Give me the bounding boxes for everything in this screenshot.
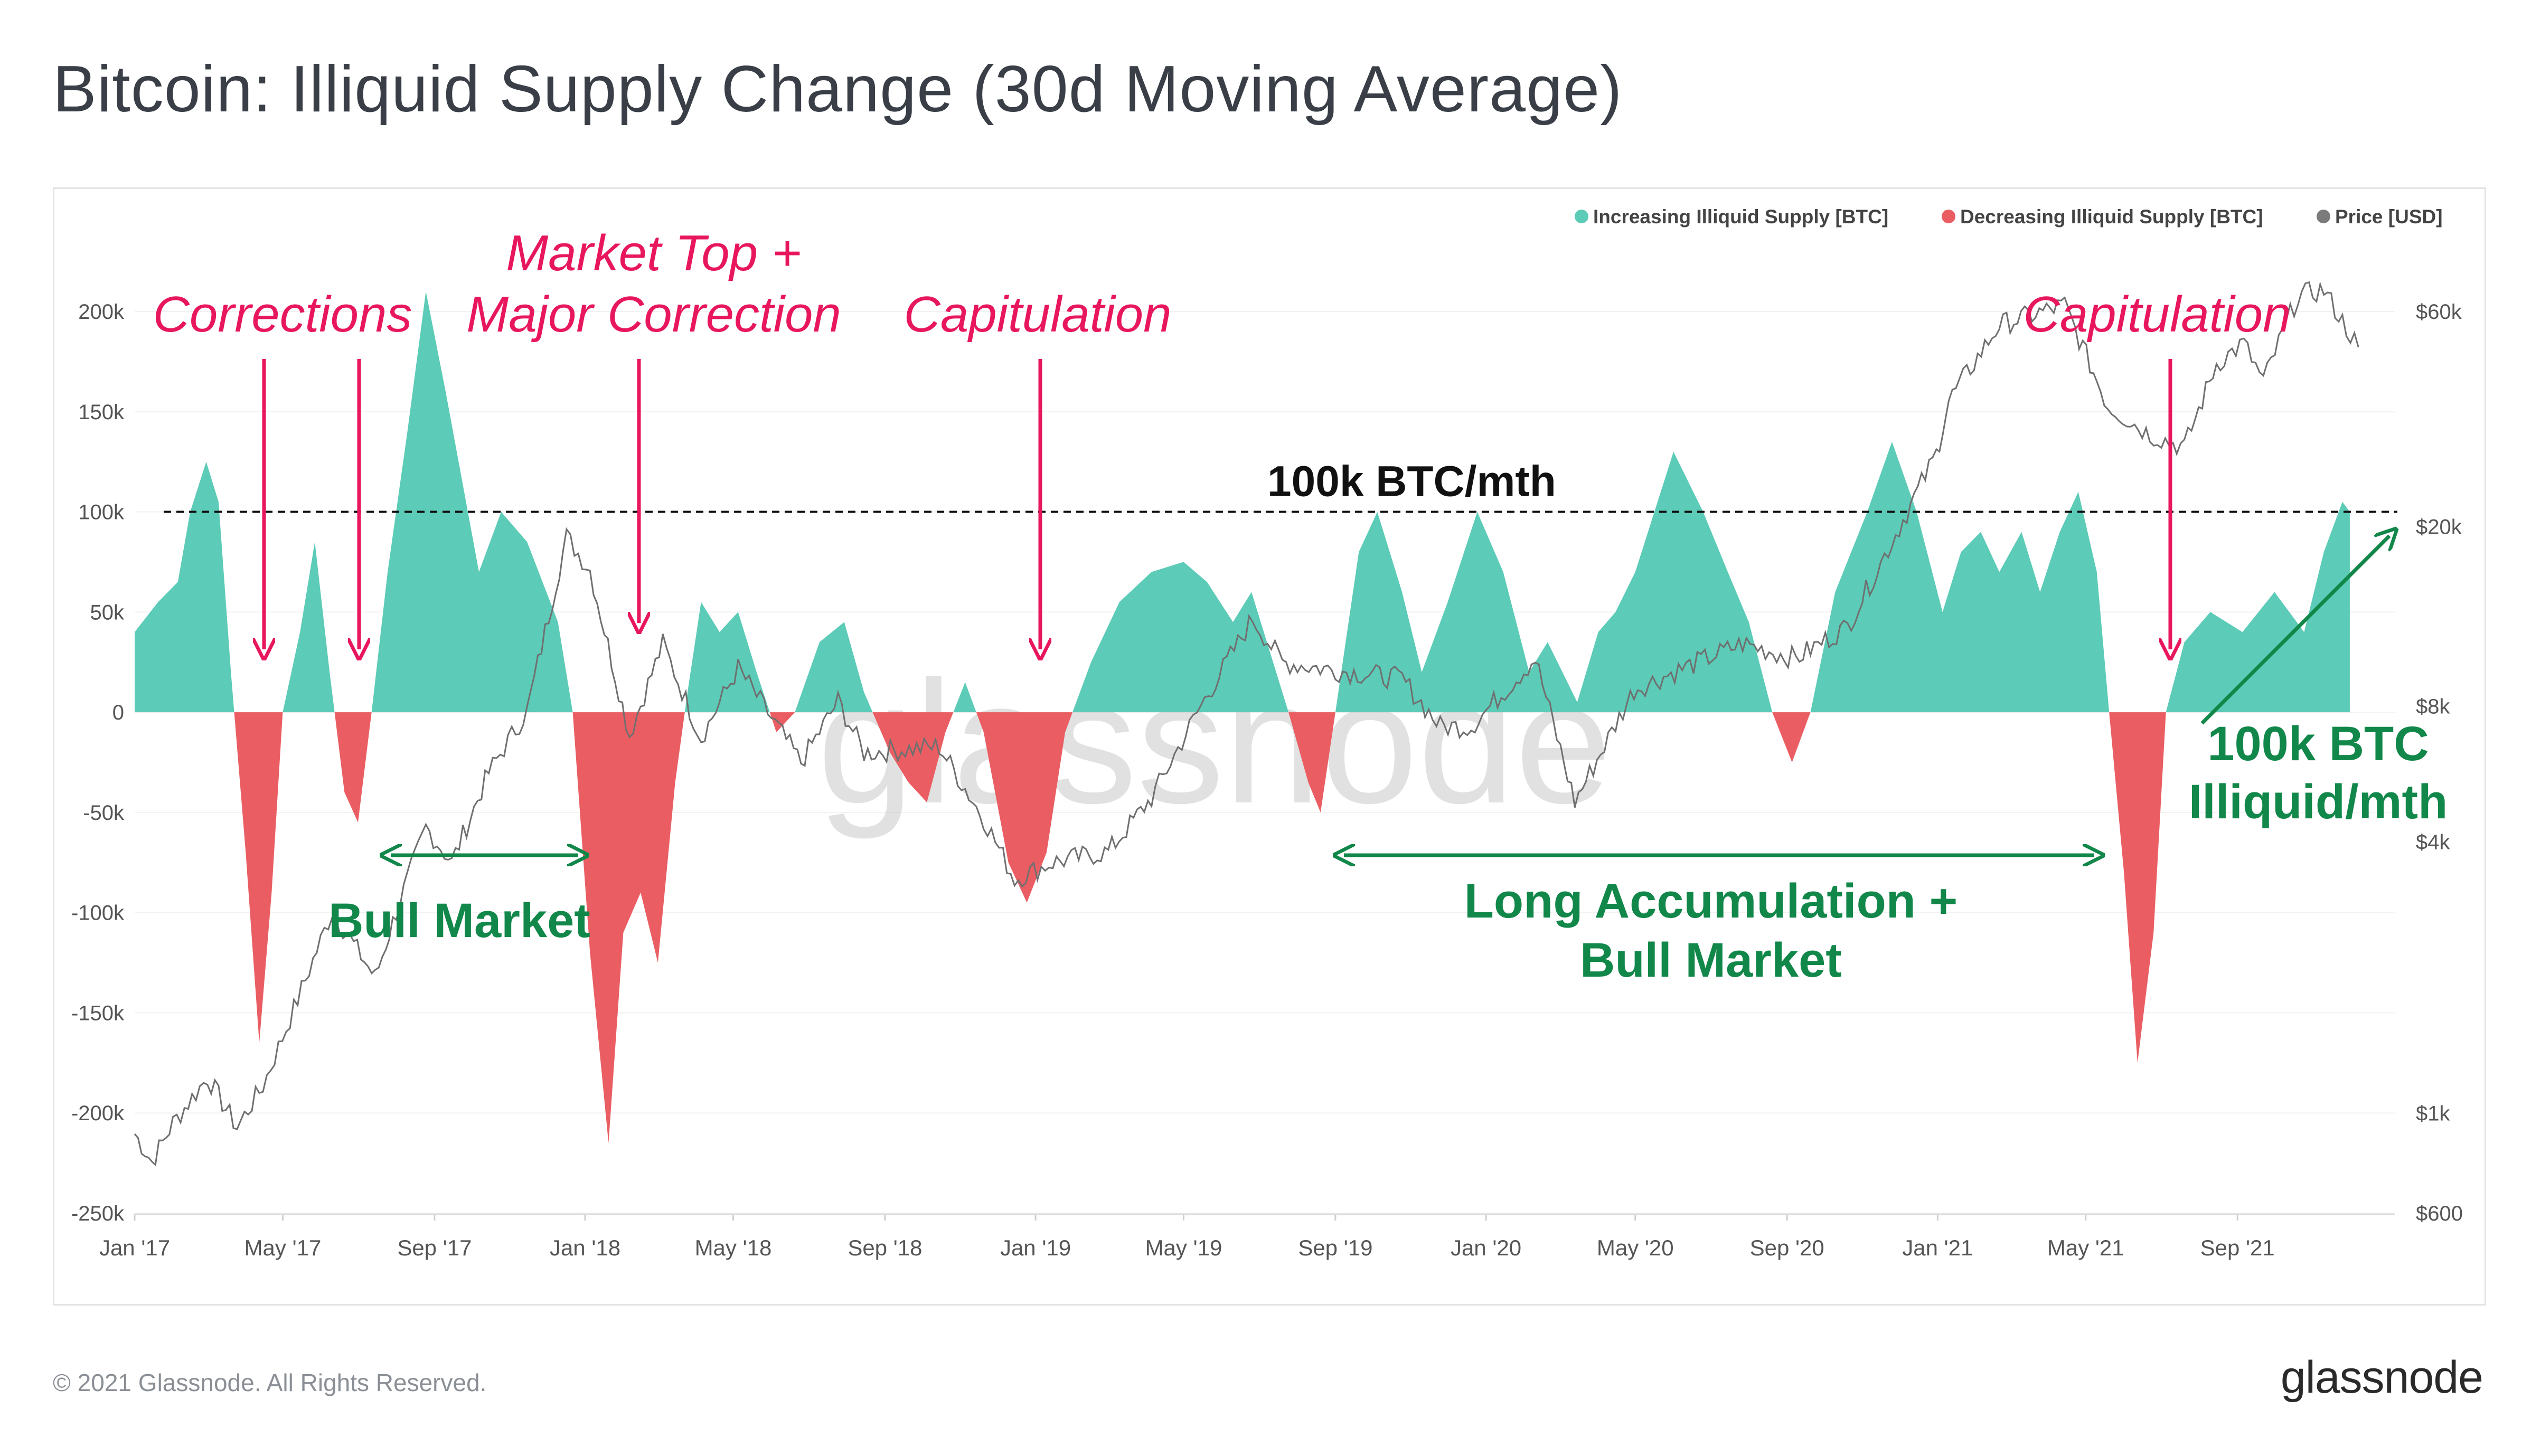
supply-change-areas (135, 291, 2350, 1143)
annotation-capitulation-2021: Capitulation (2024, 286, 2291, 343)
reference-line-label: 100k BTC/mth (1267, 458, 1556, 506)
legend-label: Price [USD] (2335, 206, 2443, 228)
y-left-tick-label: 0 (112, 701, 124, 724)
y-left-tick-label: 200k (78, 300, 125, 324)
y-right-tick-label: $600 (2416, 1202, 2463, 1225)
y-left-tick-label: -250k (71, 1202, 125, 1225)
y-left-tick-label: 100k (78, 501, 125, 524)
x-tick-label: Sep '17 (397, 1235, 472, 1260)
footer-logo: glassnode (2280, 1352, 2483, 1403)
annotation-bull-market: Bull Market (328, 894, 590, 948)
y-right-tick-label: $20k (2416, 515, 2462, 538)
x-tick-label: May '17 (244, 1235, 322, 1260)
y-left-tick-label: -50k (83, 801, 125, 825)
y-right-tick-label: $8k (2416, 695, 2450, 718)
chart-annotations: Corrections Market Top +Major Correction C… (153, 225, 2448, 987)
y-left-tick-label: -200k (71, 1102, 125, 1125)
y-right-tick-label: $60k (2416, 300, 2462, 324)
chart-frame (53, 187, 2486, 1306)
annotation-100k-btc: 100k BTC (2207, 717, 2429, 771)
x-tick-label: Sep '19 (1298, 1235, 1372, 1260)
legend-label: Decreasing Illiquid Supply [BTC] (1960, 206, 2263, 228)
x-tick-label: Sep '20 (1750, 1235, 1824, 1260)
y-right-tick-label: $1k (2416, 1102, 2450, 1126)
legend-marker (1942, 210, 1955, 223)
x-tick-label: May '20 (1597, 1235, 1674, 1260)
page-title: Bitcoin: Illiquid Supply Change (30d Mov… (53, 53, 1623, 126)
y-left-tick-label: -100k (71, 902, 125, 925)
y-right-tick-label: $4k (2416, 830, 2450, 854)
annotation-capitulation-2018: Capitulation (904, 286, 1172, 343)
annotation-corrections: Corrections (153, 286, 412, 343)
x-tick-label: Jan '18 (550, 1235, 620, 1260)
y-left-tick-label: 150k (78, 401, 125, 424)
x-tick-label: Jan '20 (1451, 1235, 1521, 1260)
legend-marker (2317, 210, 2330, 223)
legend-label: Increasing Illiquid Supply [BTC] (1593, 206, 1888, 228)
x-tick-label: Jan '17 (99, 1235, 170, 1260)
arrow-100k-btc (2200, 536, 2389, 725)
x-tick-label: Sep '18 (848, 1235, 922, 1260)
y-left-tick-label: -150k (71, 1001, 125, 1025)
chart-grid (135, 311, 2395, 1214)
annotation-bull-market-2: Bull Market (1580, 933, 1842, 987)
reference-line-group: 100k BTC/mth (164, 458, 2397, 513)
x-tick-label: May '18 (695, 1235, 772, 1260)
price-line (134, 281, 2359, 1167)
chart-legend: Increasing Illiquid Supply [BTC] Decreasi… (1575, 206, 2443, 228)
chart-axes: Jan '17 May '17 Sep '17 Jan '18 May '18 Sep '… (71, 300, 2463, 1260)
x-tick-label: May '19 (1145, 1235, 1222, 1260)
annotation-long-accumulation: Long Accumulation + (1464, 874, 1958, 928)
legend-marker (1575, 210, 1588, 223)
annotation-market-top: Market Top + (506, 225, 801, 281)
x-tick-label: May '21 (2047, 1235, 2124, 1260)
x-tick-label: Jan '21 (1902, 1235, 1973, 1260)
x-tick-label: Jan '19 (1000, 1235, 1071, 1260)
footer-copyright: © 2021 Glassnode. All Rights Reserved. (53, 1369, 487, 1396)
annotation-illiquid-mth: Illiquid/mth (2189, 775, 2448, 829)
increasing-supply-area (135, 291, 2350, 713)
x-tick-label: Sep '21 (2200, 1235, 2275, 1260)
price-line-group (134, 281, 2359, 1167)
annotation-major-correction: Major Correction (466, 286, 841, 343)
decreasing-supply-area (135, 712, 2350, 1143)
y-left-tick-label: 50k (90, 601, 125, 624)
